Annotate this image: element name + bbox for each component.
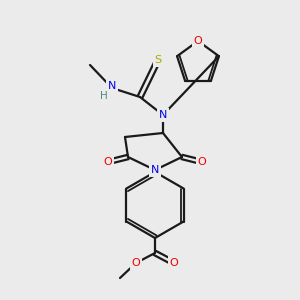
Text: O: O xyxy=(198,157,206,167)
Text: N: N xyxy=(151,165,159,175)
Text: S: S xyxy=(154,55,162,65)
Text: O: O xyxy=(132,258,140,268)
Text: H: H xyxy=(100,91,108,101)
Text: N: N xyxy=(159,110,167,120)
Text: N: N xyxy=(108,81,116,91)
Text: O: O xyxy=(194,36,202,46)
Text: O: O xyxy=(169,258,178,268)
Text: O: O xyxy=(103,157,112,167)
